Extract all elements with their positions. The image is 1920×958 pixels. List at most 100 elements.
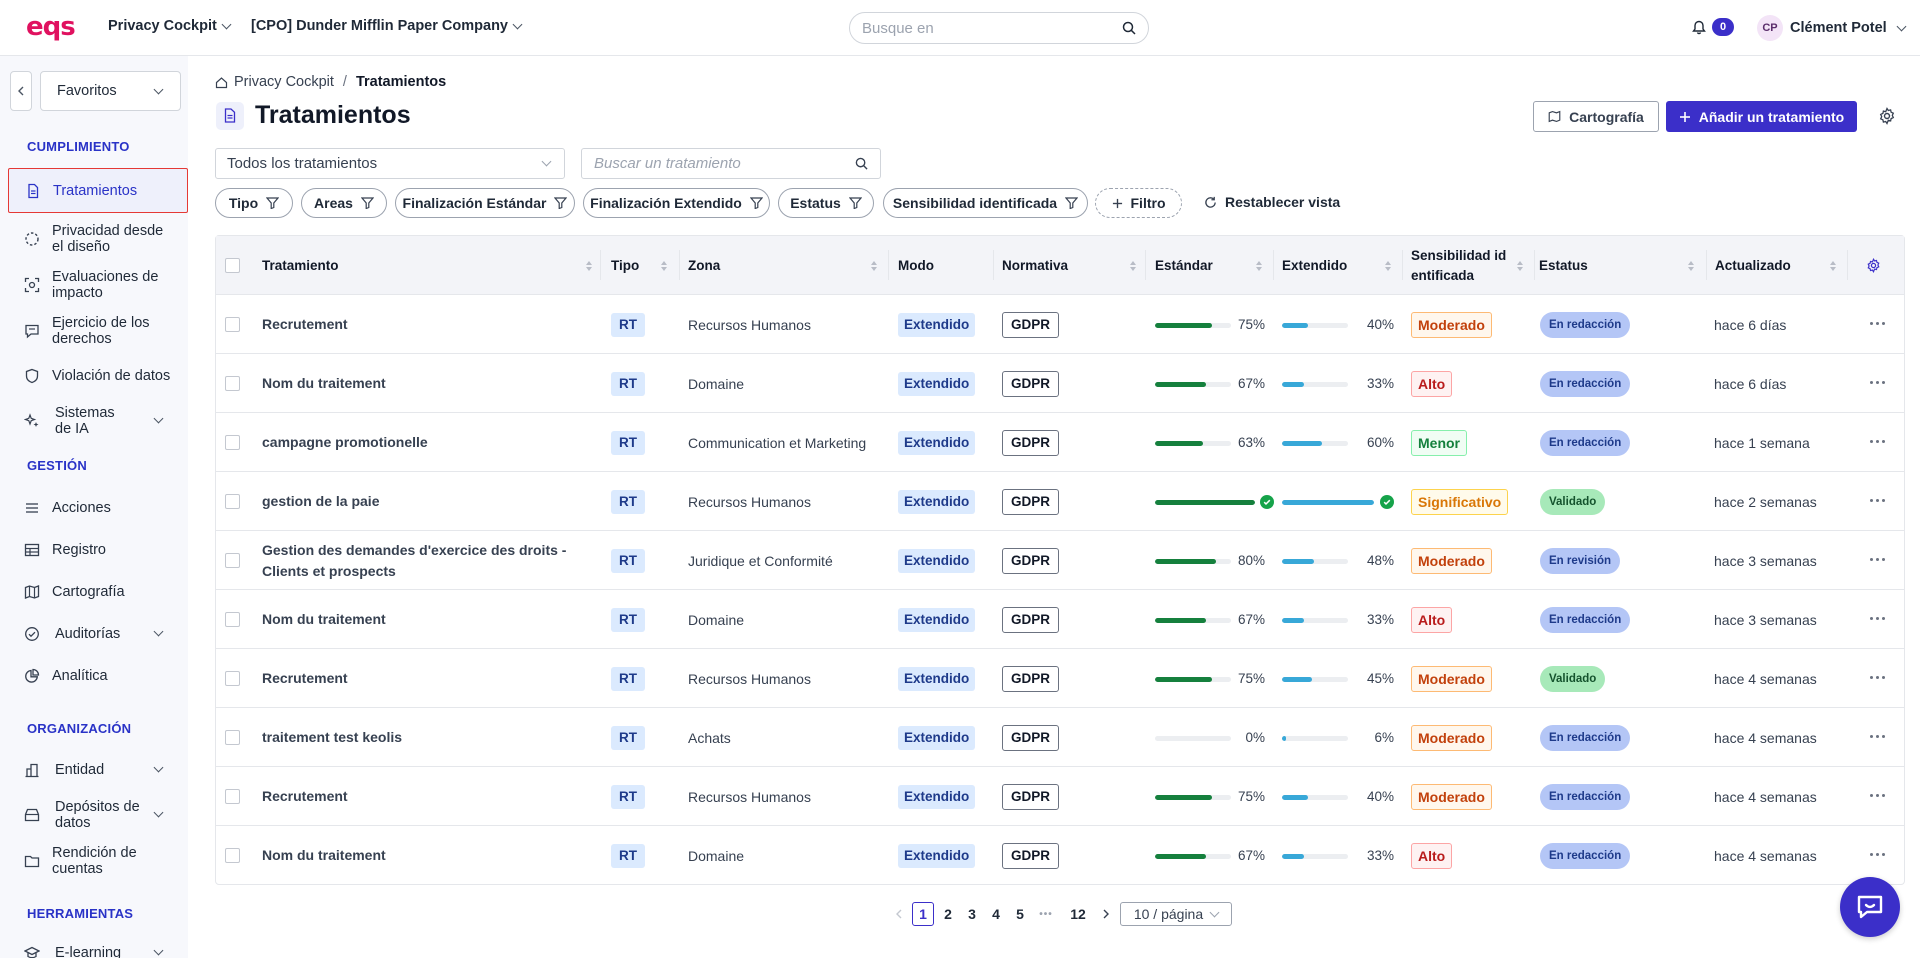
row-actions-menu-icon[interactable] bbox=[1870, 617, 1885, 620]
row-checkbox[interactable] bbox=[225, 376, 240, 391]
search-icon[interactable] bbox=[855, 157, 868, 170]
column-header-sensibilidad[interactable]: Sensibilidad id entificada bbox=[1411, 247, 1507, 283]
table-row[interactable]: Nom du traitement RT Domaine Extendido GDPR 6… bbox=[216, 354, 1904, 413]
table-row[interactable]: Recrutement RT Recursos Humanos Extendido GD… bbox=[216, 767, 1904, 826]
sidebar-item-depositos[interactable]: Depósitos de datos bbox=[8, 792, 188, 838]
column-header-normativa[interactable]: Normativa bbox=[1002, 257, 1069, 273]
row-actions-menu-icon[interactable] bbox=[1870, 735, 1885, 738]
sort-icon[interactable] bbox=[586, 261, 593, 271]
next-page-icon[interactable] bbox=[1102, 909, 1110, 919]
table-row[interactable]: Gestion des demandes d'exercice des droi… bbox=[216, 531, 1904, 590]
sidebar-item-elearning[interactable]: E-learning bbox=[8, 938, 188, 958]
row-checkbox[interactable] bbox=[225, 612, 240, 627]
sidebar-item-registro[interactable]: Registro bbox=[8, 530, 188, 570]
tratamiento-name[interactable]: Recrutement bbox=[262, 670, 348, 686]
page-size-select[interactable]: 10 / página bbox=[1120, 902, 1232, 926]
sort-icon[interactable] bbox=[1688, 261, 1695, 271]
page-button-2[interactable]: 2 bbox=[944, 906, 952, 922]
help-chat-button[interactable] bbox=[1840, 877, 1900, 937]
sidebar-item-tratamientos[interactable]: Tratamientos bbox=[8, 168, 188, 213]
sort-icon[interactable] bbox=[871, 261, 878, 271]
select-all-checkbox[interactable] bbox=[225, 258, 240, 273]
sort-icon[interactable] bbox=[1385, 261, 1392, 271]
sidebar-item-cartografia[interactable]: Cartografía bbox=[8, 572, 188, 612]
row-actions-menu-icon[interactable] bbox=[1870, 676, 1885, 679]
sidebar-item-entidad[interactable]: Entidad bbox=[8, 750, 188, 790]
table-row[interactable]: Recrutement RT Recursos Humanos Extendido GD… bbox=[216, 295, 1904, 354]
row-checkbox[interactable] bbox=[225, 494, 240, 509]
cartografia-button[interactable]: Cartografía bbox=[1533, 101, 1659, 132]
filter-sensibilidad[interactable]: Sensibilidad identificada bbox=[883, 188, 1088, 218]
page-button-4[interactable]: 4 bbox=[992, 906, 1000, 922]
tratamiento-name[interactable]: Recrutement bbox=[262, 788, 348, 804]
sort-icon[interactable] bbox=[1256, 261, 1263, 271]
row-actions-menu-icon[interactable] bbox=[1870, 853, 1885, 856]
filter-finalizacion-estandar[interactable]: Finalización Estándar bbox=[395, 188, 575, 218]
page-button-5[interactable]: 5 bbox=[1016, 906, 1024, 922]
tratamiento-name[interactable]: traitement test keolis bbox=[262, 729, 403, 745]
row-checkbox[interactable] bbox=[225, 848, 240, 863]
notifications-button[interactable]: 0 bbox=[1692, 18, 1734, 36]
tratamiento-name[interactable]: Nom du traitement bbox=[262, 847, 386, 863]
column-header-tipo[interactable]: Tipo bbox=[611, 257, 640, 273]
sidebar-item-rendicion[interactable]: Rendición de cuentas bbox=[8, 838, 188, 884]
column-header-tratamiento[interactable]: Tratamiento bbox=[262, 257, 339, 273]
column-header-estandar[interactable]: Estándar bbox=[1155, 257, 1213, 273]
row-actions-menu-icon[interactable] bbox=[1870, 322, 1885, 325]
sort-icon[interactable] bbox=[1130, 261, 1137, 271]
eqs-logo[interactable]: eqs bbox=[26, 12, 76, 42]
collapse-sidebar-button[interactable] bbox=[10, 71, 32, 111]
table-row[interactable]: Recrutement RT Recursos Humanos Extendido GD… bbox=[216, 649, 1904, 708]
search-icon[interactable] bbox=[1122, 21, 1136, 35]
view-select[interactable]: Todos los tratamientos bbox=[215, 148, 565, 179]
row-actions-menu-icon[interactable] bbox=[1870, 381, 1885, 384]
filter-estatus[interactable]: Estatus bbox=[778, 188, 874, 218]
tratamiento-name[interactable]: Nom du traitement bbox=[262, 611, 386, 627]
tratamiento-name[interactable]: Recrutement bbox=[262, 316, 348, 332]
company-selector[interactable]: [CPO] Dunder Mifflin Paper Company bbox=[251, 18, 523, 34]
breadcrumb-root[interactable]: Privacy Cockpit bbox=[234, 74, 334, 90]
prev-page-icon[interactable] bbox=[895, 909, 903, 919]
row-checkbox[interactable] bbox=[225, 553, 240, 568]
table-row[interactable]: gestion de la paie RT Recursos Humanos Exte… bbox=[216, 472, 1904, 531]
sidebar-item-privacidad[interactable]: Privacidad desde el diseño bbox=[8, 216, 188, 262]
column-settings-gear-icon[interactable] bbox=[1866, 258, 1881, 273]
add-filter-button[interactable]: Filtro bbox=[1095, 188, 1182, 218]
row-actions-menu-icon[interactable] bbox=[1870, 499, 1885, 502]
row-checkbox[interactable] bbox=[225, 671, 240, 686]
page-button-3[interactable]: 3 bbox=[968, 906, 976, 922]
favorites-select[interactable]: Favoritos bbox=[40, 71, 181, 111]
sort-icon[interactable] bbox=[1517, 261, 1524, 271]
row-actions-menu-icon[interactable] bbox=[1870, 558, 1885, 561]
tratamiento-name[interactable]: Gestion des demandes d'exercice des droi… bbox=[262, 541, 567, 579]
sidebar-item-analitica[interactable]: Analítica bbox=[8, 656, 188, 696]
global-search-input[interactable] bbox=[862, 19, 1122, 37]
reset-view-button[interactable]: Restablecer vista bbox=[1204, 194, 1340, 210]
row-actions-menu-icon[interactable] bbox=[1870, 794, 1885, 797]
user-menu[interactable]: CP Clément Potel bbox=[1757, 15, 1907, 41]
tratamiento-name[interactable]: Nom du traitement bbox=[262, 375, 386, 391]
table-row[interactable]: Nom du traitement RT Domaine Extendido GDPR 6… bbox=[216, 826, 1904, 885]
row-checkbox[interactable] bbox=[225, 730, 240, 745]
page-ellipsis[interactable]: ••• bbox=[1039, 908, 1053, 920]
filter-areas[interactable]: Areas bbox=[301, 188, 387, 218]
sort-icon[interactable] bbox=[661, 261, 668, 271]
tratamiento-name[interactable]: campagne promotionelle bbox=[262, 434, 428, 450]
filter-finalizacion-extendido[interactable]: Finalización Extendido bbox=[583, 188, 770, 218]
table-row[interactable]: campagne promotionelle RT Communication et… bbox=[216, 413, 1904, 472]
page-button-last[interactable]: 12 bbox=[1070, 906, 1086, 922]
sidebar-item-ejercicio[interactable]: Ejercicio de los derechos bbox=[8, 308, 188, 354]
sidebar-item-auditorias[interactable]: Auditorías bbox=[8, 614, 188, 654]
column-header-extendido[interactable]: Extendido bbox=[1282, 257, 1348, 273]
sidebar-item-sistemas[interactable]: Sistemas de IA bbox=[8, 398, 188, 444]
tratamiento-name[interactable]: gestion de la paie bbox=[262, 493, 380, 509]
sidebar-item-acciones[interactable]: Acciones bbox=[8, 488, 188, 528]
gear-icon[interactable] bbox=[1878, 107, 1896, 125]
sidebar-item-evaluaciones[interactable]: Evaluaciones de impacto bbox=[8, 262, 188, 308]
sort-icon[interactable] bbox=[1830, 261, 1837, 271]
treatment-search-input[interactable] bbox=[594, 155, 855, 172]
row-actions-menu-icon[interactable] bbox=[1870, 440, 1885, 443]
page-button-1[interactable]: 1 bbox=[912, 902, 934, 926]
row-checkbox[interactable] bbox=[225, 317, 240, 332]
table-row[interactable]: traitement test keolis RT Achats Extendido G… bbox=[216, 708, 1904, 767]
